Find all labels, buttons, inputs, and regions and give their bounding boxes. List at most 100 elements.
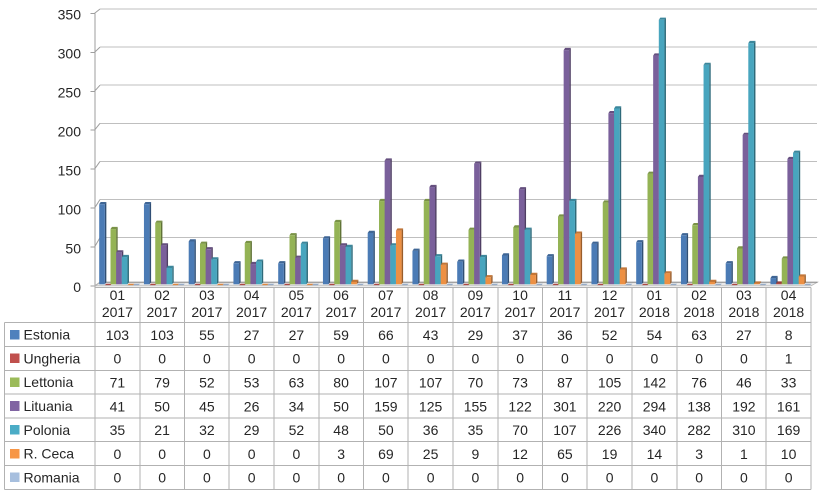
svg-text:04: 04 — [244, 287, 260, 303]
svg-text:150: 150 — [58, 162, 82, 178]
svg-text:66: 66 — [378, 327, 394, 343]
svg-text:2017: 2017 — [102, 304, 133, 320]
svg-text:250: 250 — [58, 85, 82, 101]
svg-text:63: 63 — [691, 327, 707, 343]
svg-text:9: 9 — [472, 446, 480, 462]
svg-text:300: 300 — [58, 46, 82, 62]
svg-text:03: 03 — [199, 287, 215, 303]
svg-text:02: 02 — [154, 287, 170, 303]
svg-text:2017: 2017 — [326, 304, 357, 320]
svg-text:12: 12 — [512, 446, 528, 462]
svg-text:29: 29 — [244, 422, 260, 438]
svg-text:0: 0 — [114, 446, 122, 462]
svg-text:8: 8 — [785, 327, 793, 343]
svg-text:0: 0 — [740, 470, 748, 486]
svg-text:04: 04 — [781, 287, 797, 303]
svg-text:10: 10 — [781, 446, 797, 462]
svg-text:294: 294 — [643, 398, 667, 414]
svg-text:59: 59 — [333, 327, 349, 343]
svg-text:0: 0 — [516, 351, 524, 367]
svg-text:2017: 2017 — [370, 304, 401, 320]
svg-text:226: 226 — [598, 422, 622, 438]
svg-text:69: 69 — [378, 446, 394, 462]
svg-text:107: 107 — [553, 422, 577, 438]
svg-text:2017: 2017 — [549, 304, 580, 320]
svg-text:2017: 2017 — [147, 304, 178, 320]
svg-text:0: 0 — [695, 351, 703, 367]
svg-text:0: 0 — [73, 279, 81, 295]
svg-text:35: 35 — [110, 422, 126, 438]
svg-text:53: 53 — [244, 375, 260, 391]
svg-text:0: 0 — [382, 470, 390, 486]
svg-text:11: 11 — [558, 287, 573, 303]
svg-text:200: 200 — [58, 123, 82, 139]
svg-text:2017: 2017 — [594, 304, 625, 320]
svg-text:142: 142 — [643, 375, 667, 391]
svg-text:79: 79 — [154, 375, 170, 391]
svg-text:07: 07 — [378, 287, 394, 303]
svg-text:52: 52 — [199, 375, 215, 391]
svg-text:03: 03 — [736, 287, 752, 303]
svg-text:21: 21 — [154, 422, 170, 438]
svg-text:2017: 2017 — [415, 304, 446, 320]
svg-text:0: 0 — [606, 351, 614, 367]
svg-text:3: 3 — [695, 446, 703, 462]
svg-text:0: 0 — [651, 470, 659, 486]
svg-text:Lituania: Lituania — [24, 398, 73, 414]
svg-text:0: 0 — [651, 351, 659, 367]
svg-text:50: 50 — [65, 240, 81, 256]
svg-text:12: 12 — [602, 287, 618, 303]
svg-text:54: 54 — [647, 327, 663, 343]
svg-text:0: 0 — [516, 470, 524, 486]
svg-text:48: 48 — [333, 422, 349, 438]
svg-text:2018: 2018 — [773, 304, 804, 320]
svg-text:282: 282 — [687, 422, 711, 438]
svg-text:192: 192 — [732, 398, 756, 414]
svg-text:0: 0 — [114, 351, 122, 367]
svg-text:0: 0 — [472, 351, 480, 367]
svg-text:301: 301 — [553, 398, 577, 414]
svg-text:107: 107 — [374, 375, 398, 391]
svg-text:55: 55 — [199, 327, 215, 343]
svg-text:0: 0 — [248, 351, 256, 367]
svg-text:76: 76 — [691, 375, 707, 391]
svg-text:36: 36 — [557, 327, 573, 343]
svg-text:29: 29 — [468, 327, 484, 343]
svg-text:46: 46 — [736, 375, 752, 391]
svg-text:08: 08 — [423, 287, 439, 303]
svg-text:27: 27 — [289, 327, 305, 343]
svg-text:0: 0 — [293, 446, 301, 462]
svg-text:0: 0 — [248, 446, 256, 462]
svg-text:73: 73 — [512, 375, 528, 391]
svg-text:2017: 2017 — [505, 304, 536, 320]
svg-text:26: 26 — [244, 398, 260, 414]
svg-text:02: 02 — [691, 287, 707, 303]
svg-text:2018: 2018 — [728, 304, 759, 320]
svg-text:50: 50 — [154, 398, 170, 414]
svg-text:0: 0 — [293, 470, 301, 486]
svg-text:105: 105 — [598, 375, 622, 391]
svg-text:0: 0 — [695, 470, 703, 486]
svg-text:0: 0 — [561, 470, 569, 486]
svg-text:25: 25 — [423, 446, 439, 462]
svg-text:2017: 2017 — [281, 304, 312, 320]
svg-text:65: 65 — [557, 446, 573, 462]
svg-text:01: 01 — [110, 287, 126, 303]
svg-text:05: 05 — [289, 287, 305, 303]
svg-text:0: 0 — [248, 470, 256, 486]
svg-text:103: 103 — [106, 327, 130, 343]
svg-text:0: 0 — [158, 446, 166, 462]
svg-text:1: 1 — [785, 351, 793, 367]
svg-text:45: 45 — [199, 398, 215, 414]
svg-text:R. Ceca: R. Ceca — [24, 446, 75, 462]
svg-text:0: 0 — [382, 351, 390, 367]
svg-text:71: 71 — [110, 375, 126, 391]
svg-text:Estonia: Estonia — [24, 327, 71, 343]
svg-text:3: 3 — [337, 446, 345, 462]
svg-text:43: 43 — [423, 327, 439, 343]
svg-text:01: 01 — [647, 287, 663, 303]
svg-text:340: 340 — [643, 422, 667, 438]
svg-text:138: 138 — [687, 398, 711, 414]
svg-text:06: 06 — [333, 287, 349, 303]
svg-text:0: 0 — [740, 351, 748, 367]
